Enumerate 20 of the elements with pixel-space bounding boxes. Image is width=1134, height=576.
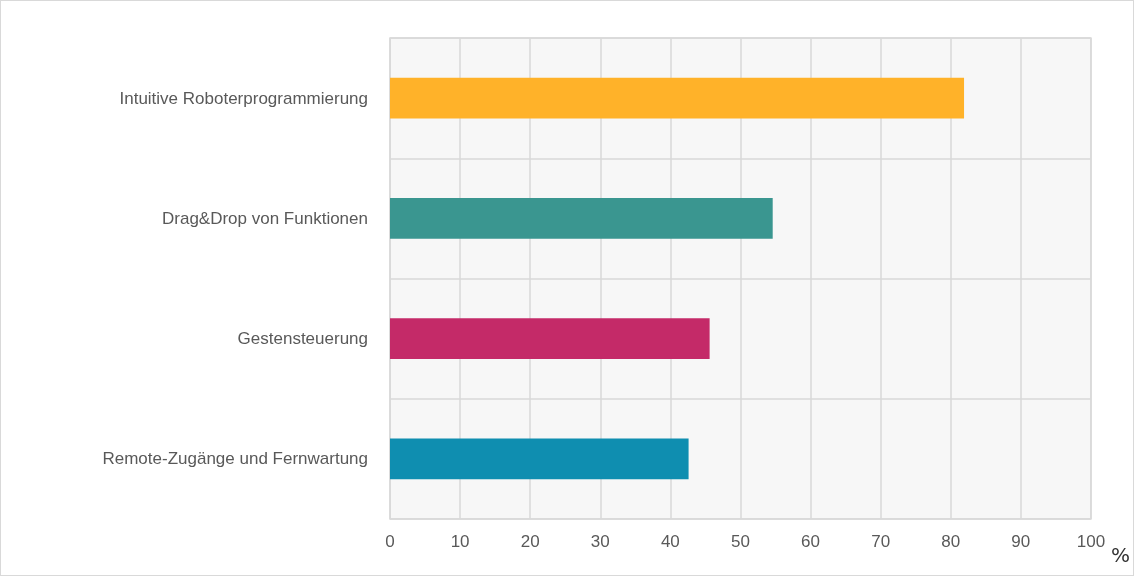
- x-tick-label: 50: [731, 532, 750, 551]
- x-tick-label: 20: [520, 532, 540, 551]
- y-tick-label: Drag&Drop von Funktionen: [161, 208, 368, 228]
- x-tick-label: 90: [1011, 532, 1031, 551]
- x-tick-label: 10: [450, 532, 470, 551]
- x-axis-title: %: [1111, 543, 1131, 567]
- x-tick-label: 0: [385, 532, 395, 551]
- x-tick-label: 60: [801, 532, 821, 551]
- bar: [390, 197, 773, 239]
- y-tick-label: Remote-Zugänge und Fernwartung: [102, 449, 368, 469]
- x-tick-label: 100: [1076, 532, 1106, 551]
- x-tick-label: 30: [590, 532, 610, 551]
- bar: [390, 77, 965, 119]
- bar: [390, 438, 689, 480]
- bar: [390, 318, 710, 360]
- x-tick-label: 40: [660, 532, 680, 551]
- y-tick-label: Intuitive Roboterprogrammierung: [119, 88, 368, 108]
- x-tick-label: 80: [941, 532, 961, 551]
- y-tick-label: Gestensteuerung: [237, 329, 368, 349]
- x-tick-label: 70: [871, 532, 891, 551]
